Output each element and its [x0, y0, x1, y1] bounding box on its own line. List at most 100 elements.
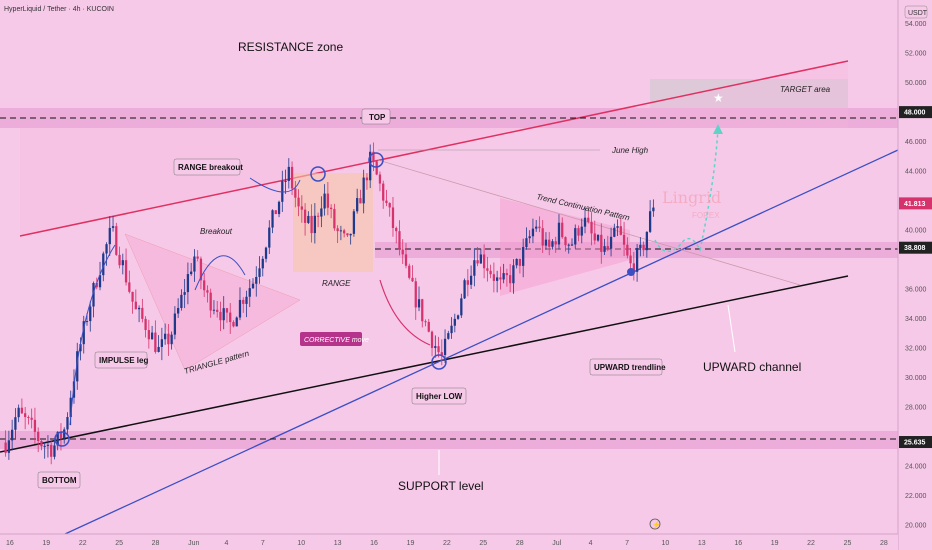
candle-body: [642, 244, 645, 251]
price-tick-8: 32.000: [905, 346, 927, 353]
candle-body: [20, 407, 24, 414]
channel-arrow: [727, 304, 736, 353]
candle-body: [111, 226, 115, 228]
candle-body: [167, 333, 170, 345]
currency-badge[interactable]: [904, 5, 928, 19]
candle-body: [95, 282, 98, 288]
candle-body: [372, 151, 375, 162]
candle-body: [281, 181, 284, 202]
time-tick-11: 19: [407, 540, 415, 547]
candle-body: [245, 296, 248, 304]
candle-body: [421, 299, 424, 322]
candle-body: [473, 260, 476, 276]
candle-body: [395, 227, 398, 232]
price-tag-box-3: [899, 436, 932, 449]
price-tag-box-0: [899, 106, 932, 119]
candle-body: [489, 270, 492, 275]
candle-body: [339, 230, 343, 232]
candle-body: [59, 431, 63, 439]
time-tick-15: Jul: [552, 540, 561, 547]
candle-body: [216, 309, 219, 312]
candles-group: [4, 142, 655, 465]
price-tick-6: 36.000: [905, 287, 927, 294]
candle-body: [85, 321, 89, 323]
candle-body: [105, 244, 108, 254]
candle-body: [27, 417, 30, 419]
candle-body: [343, 230, 346, 234]
candle-body: [323, 193, 326, 209]
candle-body: [590, 221, 593, 234]
price-tags: 48.000 41.813 38.808 25.635: [899, 106, 932, 449]
candle-body: [538, 226, 541, 229]
price-tick-3: 46.000: [905, 139, 927, 146]
candle-body: [206, 290, 209, 293]
candle-body: [515, 258, 518, 266]
candle-body: [320, 208, 323, 217]
candle-body: [398, 231, 401, 250]
time-tick-17: 7: [625, 540, 629, 547]
candle-body: [40, 440, 43, 447]
candle-body: [616, 226, 619, 228]
candle-body: [632, 263, 635, 272]
candle-body: [369, 151, 372, 181]
candle-body: [554, 241, 557, 245]
time-axis-panel[interactable]: [0, 534, 898, 550]
candle-body: [385, 200, 388, 203]
candle-body: [118, 254, 121, 266]
candle-body: [144, 318, 147, 331]
time-tick-14: 28: [516, 540, 524, 547]
candle-body: [199, 258, 203, 281]
candle-body: [505, 273, 509, 276]
candle-body: [225, 308, 229, 313]
corrective-move-label: CORRECTIVE move: [304, 337, 369, 344]
price-tick-12: 22.000: [905, 493, 927, 500]
candle-body: [346, 233, 349, 236]
candle-body: [430, 331, 434, 348]
candle-body: [255, 276, 258, 284]
candle-body: [14, 417, 17, 430]
candle-body: [469, 275, 473, 285]
candle-body: [359, 198, 362, 204]
candle-body: [482, 254, 486, 269]
price-tick-7: 34.000: [905, 316, 927, 323]
candle-body: [408, 265, 411, 278]
candle-body: [98, 275, 102, 288]
lightning-icon[interactable]: [649, 518, 661, 530]
trend-continuation-pattern: [500, 198, 630, 296]
candle-body: [92, 282, 95, 307]
candle-body: [626, 244, 629, 256]
candle-body: [277, 201, 281, 215]
candle-body: [170, 334, 173, 345]
time-tick-13: 25: [479, 540, 487, 547]
support-zone-band: [0, 431, 898, 449]
upward-trendline-box: [589, 358, 663, 376]
price-axis-panel[interactable]: [898, 0, 932, 550]
price-tick-5: 40.000: [905, 228, 927, 235]
price-tick-2: 50.000: [905, 80, 927, 87]
candle-body: [645, 231, 649, 251]
candle-body: [548, 239, 551, 247]
candle-body: [411, 277, 414, 282]
candle-body: [115, 226, 118, 255]
candle-body: [183, 292, 186, 295]
price-tag-0: 48.000: [904, 110, 926, 117]
candle-body: [564, 237, 567, 246]
candle-body: [525, 238, 528, 248]
candle-body: [583, 217, 587, 227]
range-label: RANGE: [322, 279, 351, 288]
candle-body: [134, 301, 137, 310]
resistance-zone-label: RESISTANCE zone: [238, 40, 343, 54]
top-circle: [368, 152, 384, 168]
candle-body: [427, 321, 430, 332]
candle-body: [310, 215, 313, 234]
time-tick-23: 25: [844, 540, 852, 547]
candle-body: [173, 313, 177, 335]
time-tick-2: 22: [79, 540, 87, 547]
higher-low-label: Higher LOW: [416, 392, 463, 401]
candle-body: [600, 234, 603, 252]
candle-body: [528, 236, 531, 239]
time-tick-22: 22: [807, 540, 815, 547]
candle-body: [352, 211, 356, 234]
candle-body: [544, 239, 548, 246]
